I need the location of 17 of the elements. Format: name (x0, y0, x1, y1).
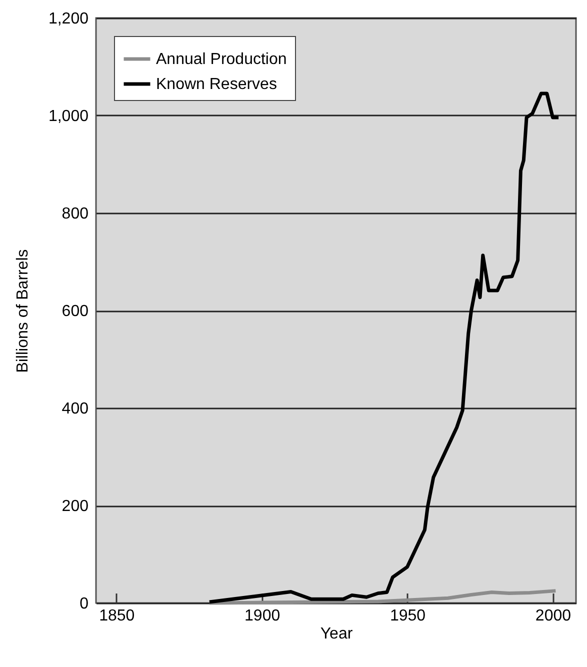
x-axis-title: Year (320, 626, 354, 642)
x-tick-label: 2000 (535, 608, 572, 624)
line-series (208, 92, 560, 604)
x-tick-label: 1950 (390, 608, 426, 624)
y-tick-label: 800 (62, 206, 89, 222)
legend-label: Annual Production (156, 51, 287, 68)
y-tick-label: 400 (62, 400, 89, 418)
line-series (208, 589, 558, 605)
y-tick-label: 1,200 (48, 10, 89, 28)
y-tick-label: 1,000 (48, 108, 89, 125)
x-tick-label: 1850 (99, 608, 135, 624)
legend-label: Known Reserves (156, 76, 277, 93)
x-tick-label: 1900 (244, 608, 280, 624)
y-axis-title: Billions of Barrels (14, 249, 32, 373)
y-tick-label: 0 (80, 596, 89, 612)
y-tick-label: 600 (62, 303, 89, 320)
y-tick-label: 200 (62, 498, 89, 515)
